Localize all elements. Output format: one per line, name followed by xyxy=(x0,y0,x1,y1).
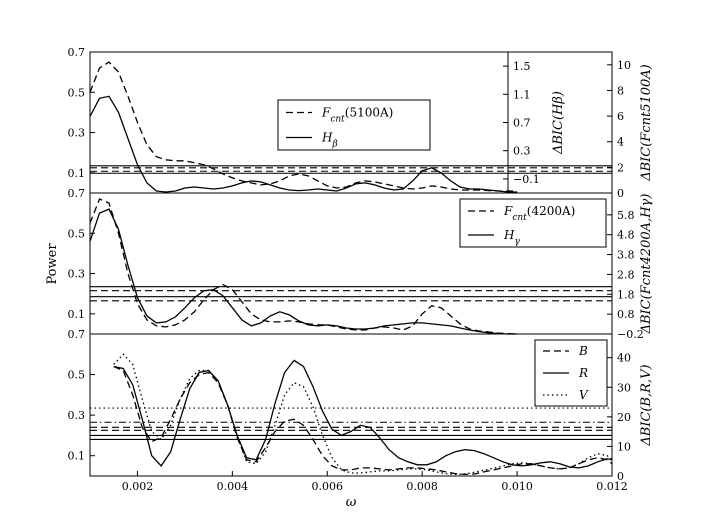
right-axis-label-top-1: ΔBIC(Fcnt5100A) xyxy=(639,64,654,182)
right-tick-label-top-1: 8 xyxy=(617,84,624,97)
legend-label-middle-0: Fcnt(4200A) xyxy=(503,204,575,223)
series-line-middle-fcnt4200a xyxy=(89,198,518,335)
right-tick-label-middle-0: 2.8 xyxy=(617,268,635,281)
left-tick-label-middle: 0.5 xyxy=(68,227,86,240)
series-line-middle-h xyxy=(89,208,518,335)
series-line-bottom-r xyxy=(113,359,613,469)
x-tick-label: 0.002 xyxy=(122,480,154,493)
x-tick-label: 0.004 xyxy=(217,480,249,493)
right-tick-label-top-1: 4 xyxy=(617,136,624,149)
right-tick-label-middle-0: 1.8 xyxy=(617,288,635,301)
left-tick-label-bottom: 0.1 xyxy=(68,450,86,463)
left-tick-label-top: 0.3 xyxy=(68,127,86,140)
x-tick-label: 0.006 xyxy=(312,480,344,493)
x-tick-label: 0.010 xyxy=(501,480,533,493)
right-tick-label-bottom-0: 30 xyxy=(617,381,631,394)
left-tick-label-bottom: 0.5 xyxy=(68,369,86,382)
right-tick-label-middle-0: 4.8 xyxy=(617,229,635,242)
left-tick-label-bottom: 0.7 xyxy=(68,328,86,341)
right-tick-label-top-1: 0 xyxy=(617,187,624,200)
left-tick-label-bottom: 0.3 xyxy=(68,409,86,422)
right-axis-label-top-0: ΔBIC(Hβ) xyxy=(551,91,566,155)
right-tick-label-top-0: 1.5 xyxy=(513,60,531,73)
right-tick-label-middle-0: 3.8 xyxy=(617,249,635,262)
right-tick-label-bottom-0: 0 xyxy=(617,470,624,483)
legend-label-top-1: Hβ xyxy=(321,131,338,150)
right-tick-label-top-0: 0.7 xyxy=(513,117,531,130)
right-tick-label-bottom-0: 40 xyxy=(617,352,631,365)
legend-box-middle xyxy=(459,198,607,248)
right-tick-label-middle-0: 5.8 xyxy=(617,209,635,222)
left-tick-label-top: 0.7 xyxy=(68,46,86,59)
left-tick-label-middle: 0.1 xyxy=(68,308,86,321)
right-tick-label-top-1: 2 xyxy=(617,161,624,174)
right-tick-label-top-0: −0.1 xyxy=(513,173,540,186)
right-tick-label-middle-0: −0.2 xyxy=(617,328,644,341)
left-tick-label-top: 0.5 xyxy=(68,86,86,99)
y-axis-label: Power xyxy=(45,243,60,285)
x-tick-label: 0.008 xyxy=(406,480,438,493)
right-tick-label-top-0: 1.1 xyxy=(513,88,531,101)
panel-frame-bottom xyxy=(89,333,613,477)
right-tick-label-top-0: 0.3 xyxy=(513,145,531,158)
series-line-top-h xyxy=(89,95,518,193)
right-axis-label-middle-0: ΔBIC(Fcnt4200A,Hγ) xyxy=(639,194,654,335)
right-tick-label-top-1: 6 xyxy=(617,110,624,123)
x-tick-label: 0.012 xyxy=(596,480,628,493)
right-tick-label-bottom-0: 10 xyxy=(617,440,631,453)
legend-box-top xyxy=(277,99,431,151)
legend-label-bottom-1: R xyxy=(578,366,588,380)
data-lines-layer xyxy=(89,61,613,476)
axis-label-layer: ΔBIC(Hβ) ΔBIC(Fcnt5100A) ΔBIC(Fcnt4200A,Hγ… xyxy=(45,64,654,510)
tick-layer: 0.1 0.3 0.5 0.7 −0.1 0.3 0.7 1.1 1.5 0 2 4 6 8 10 0.1 0.… xyxy=(68,46,644,493)
left-tick-label-middle: 0.7 xyxy=(68,187,86,200)
left-tick-label-top: 0.1 xyxy=(68,167,86,180)
right-axis-label-bottom-0: ΔBIC(B,R,V) xyxy=(639,364,654,446)
legend-label-top-0: Fcnt(5100A) xyxy=(321,106,393,125)
right-tick-label-top-1: 10 xyxy=(617,59,631,72)
legend-layer: Fcnt(5100A) Hβ Fcnt(4200A) Hγ BRV xyxy=(277,99,608,407)
x-axis-label: ω xyxy=(346,495,357,510)
left-tick-label-middle: 0.3 xyxy=(68,268,86,281)
right-tick-label-middle-0: 0.8 xyxy=(617,308,635,321)
series-line-top-fcnt5100a xyxy=(89,61,518,192)
legend-label-middle-1: Hγ xyxy=(503,228,520,247)
right-tick-label-bottom-0: 20 xyxy=(617,411,631,424)
legend-label-bottom-0: B xyxy=(578,344,588,358)
legend-label-bottom-2: V xyxy=(579,388,589,402)
